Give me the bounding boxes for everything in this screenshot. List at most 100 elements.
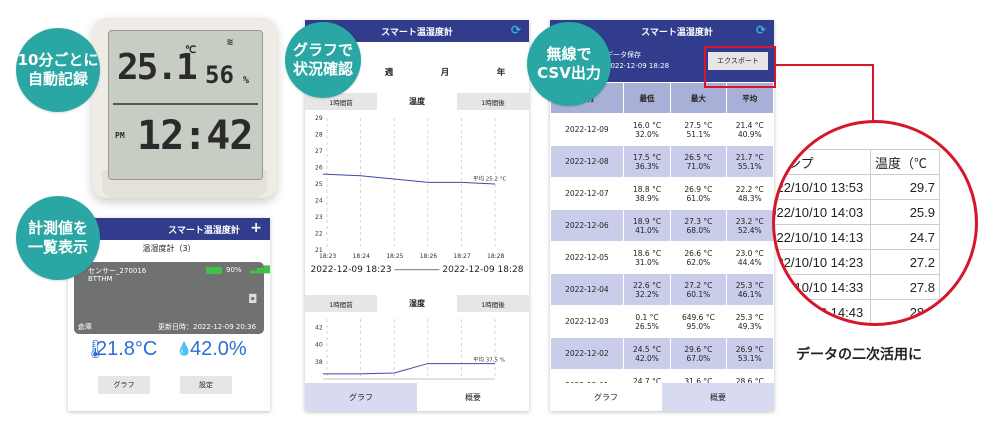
cell-min: 18.6 °C 31.0%	[622, 241, 672, 274]
camera-icon[interactable]: ◘	[248, 292, 258, 306]
save-label: データ保存	[606, 51, 641, 59]
cell-humidity: 48.3%	[737, 193, 762, 203]
bottom-tab-summary[interactable]: 概要	[662, 383, 774, 411]
prev-hour-button-2[interactable]: 1時間前	[305, 295, 377, 312]
temp-cell	[871, 325, 940, 327]
cell-min: 18.8 °C 38.9%	[622, 177, 672, 210]
next-hour-button[interactable]: 1時間後	[457, 93, 529, 110]
tab-week[interactable]: 週	[384, 68, 394, 78]
stamp-cell: 2022/10/10 14:33	[775, 274, 871, 300]
y-tick-label: 28	[315, 132, 323, 139]
temp-cell: 27.8	[870, 274, 940, 300]
csv-panel: スマート温湿度計 ⟳ データ保存 2022-12-09 18:28 エクスポート…	[550, 20, 774, 411]
y-tick-label: 25	[315, 181, 323, 188]
card-temperature: 21.8°C	[96, 338, 158, 360]
cell-humidity: 36.3%	[635, 161, 659, 171]
csv-preview-row: 2022/10/10 14:23 27.2	[775, 249, 940, 275]
date-range: 2022-12-09 18:23 ――――― 2022-12-09 18:28	[305, 265, 529, 275]
table-row: 2022-12-08 17.5 °C 36.3% 26.5 °C 71.0% 21.7 °…	[550, 145, 774, 178]
cell-humidity: 53.1%	[737, 353, 762, 363]
cell-avg: 26.9 °C 53.1%	[725, 337, 774, 370]
y-tick-label: 40	[315, 342, 323, 349]
settings-button[interactable]: 設定	[180, 376, 232, 394]
cell-temp: 18.6 °C	[632, 248, 662, 258]
next-hour-button-2[interactable]: 1時間後	[457, 295, 529, 312]
save-date: 2022-12-09 18:28	[606, 62, 670, 70]
stamp-header: スタンプ	[775, 149, 871, 175]
cell-humidity: 42.0%	[635, 353, 659, 363]
y-tick-label: 21	[315, 247, 323, 254]
cell-temp: 29.6 °C	[684, 344, 713, 354]
cell-avg: 21.4 °C 40.9%	[725, 113, 774, 146]
table-row: 2022-12-09 16.0 °C 32.0% 27.5 °C 51.1% 21.4 °…	[550, 113, 774, 146]
sensor-card[interactable]: センサー_270016 BTTHM 90% ▂▄▆ ◘ 倉庫 更新日時：2022…	[74, 262, 270, 334]
x-tick-label: 18:28	[487, 253, 504, 260]
tab-year[interactable]: 年	[496, 68, 506, 78]
cell-temp: 0.1 °C	[635, 312, 659, 322]
lcd-pm: PM	[115, 131, 125, 140]
app-title: スマート温湿度計	[641, 27, 713, 38]
cell-date: 2022-12-06	[550, 209, 624, 242]
cell-humidity: 41.0%	[635, 225, 659, 235]
refresh-icon[interactable]: ⟳	[510, 23, 521, 37]
cell-temp: 23.2 °C	[735, 216, 764, 226]
cell-humidity: 32.0%	[635, 129, 659, 139]
cell-temp: 26.9 °C	[735, 344, 764, 354]
table-row: 2022-12-02 24.5 °C 42.0% 29.6 °C 67.0% 26.9 °…	[550, 337, 774, 370]
graph-button[interactable]: グラフ	[98, 376, 150, 394]
y-tick-label: 23	[315, 214, 323, 221]
connector-vertical	[872, 64, 874, 122]
x-tick-label: 18:27	[453, 253, 470, 260]
bottom-tab-summary[interactable]: 概要	[417, 383, 529, 411]
cell-humidity: 49.3%	[737, 321, 762, 331]
cell-min: 16.0 °C 32.0%	[622, 113, 672, 146]
range-end: 2022-12-09 18:28	[442, 265, 524, 275]
app-title: スマート温湿度計	[168, 225, 240, 236]
lcd-divider	[113, 103, 258, 105]
cell-humidity: 38.9%	[635, 193, 659, 203]
hum-chart-title: 湿度	[409, 299, 425, 308]
temp-cell: 24.7	[870, 224, 940, 250]
temp-header: 温度（℃	[870, 149, 940, 175]
table-row: 2022-12-07 18.8 °C 38.9% 26.9 °C 61.0% 22.2 °…	[550, 177, 774, 210]
y-tick-label: 26	[315, 165, 323, 172]
cell-avg: 23.0 °C 44.4%	[725, 241, 774, 274]
cell-max: 29.6 °C 67.0%	[670, 337, 727, 370]
y-tick-label: 22	[315, 231, 323, 238]
cell-humidity: 44.4%	[737, 257, 762, 267]
csv-zoom-view: スタンプ 温度（℃ 2022/10/10 13:5329.72022/10/10…	[772, 120, 978, 326]
cell-temp: 31.6 °C	[684, 376, 713, 386]
csv-preview-row: 2022/10/10 14:53	[772, 325, 940, 327]
refresh-icon[interactable]: ⟳	[755, 23, 766, 37]
cell-humidity: 52.4%	[737, 225, 762, 235]
add-icon[interactable]: +	[250, 220, 262, 236]
signal-icon: ▂▄▆	[250, 264, 270, 274]
cell-avg: 21.7 °C 55.1%	[725, 145, 774, 178]
cell-humidity: 51.1%	[686, 129, 711, 139]
cell-temp: 27.3 °C	[684, 216, 713, 226]
cell-humidity: 95.0%	[686, 321, 711, 331]
cell-max: 649.6 °C 95.0%	[670, 305, 727, 338]
temperature-chart: 21 22 23 24 25 26 27 28 29 18:23 18:24 18:25 18:26 18…	[315, 115, 506, 260]
cell-temp: 24.7 °C	[632, 376, 662, 386]
export-button[interactable]: エクスポート	[708, 52, 768, 70]
bottom-tab-graph[interactable]: グラフ	[305, 383, 417, 411]
cell-min: 17.5 °C 36.3%	[622, 145, 672, 178]
bottom-tab-graph[interactable]: グラフ	[550, 383, 662, 411]
y-tick-label: 24	[315, 198, 323, 205]
lcd-humidity-unit: %	[243, 75, 250, 86]
cell-temp: 22.6 °C	[632, 280, 662, 290]
temp-cell: 27.2	[870, 249, 940, 275]
cell-date: 2022-12-08	[550, 145, 624, 178]
temp-cell: 29.7	[870, 174, 940, 200]
card-humidity: 42.0%	[190, 338, 247, 360]
stamp-cell: 2022/10/10 14:13	[775, 224, 871, 250]
cell-humidity: 55.1%	[737, 161, 762, 171]
cell-humidity: 60.1%	[686, 289, 711, 299]
y-tick-label: 29	[315, 115, 323, 122]
y-tick-label: 38	[315, 359, 323, 366]
csv-app-header: スマート温湿度計 ⟳	[550, 20, 774, 42]
wifi-icon: ≋	[227, 37, 234, 48]
tab-month[interactable]: 月	[440, 68, 450, 78]
cell-humidity: 71.0%	[686, 161, 711, 171]
